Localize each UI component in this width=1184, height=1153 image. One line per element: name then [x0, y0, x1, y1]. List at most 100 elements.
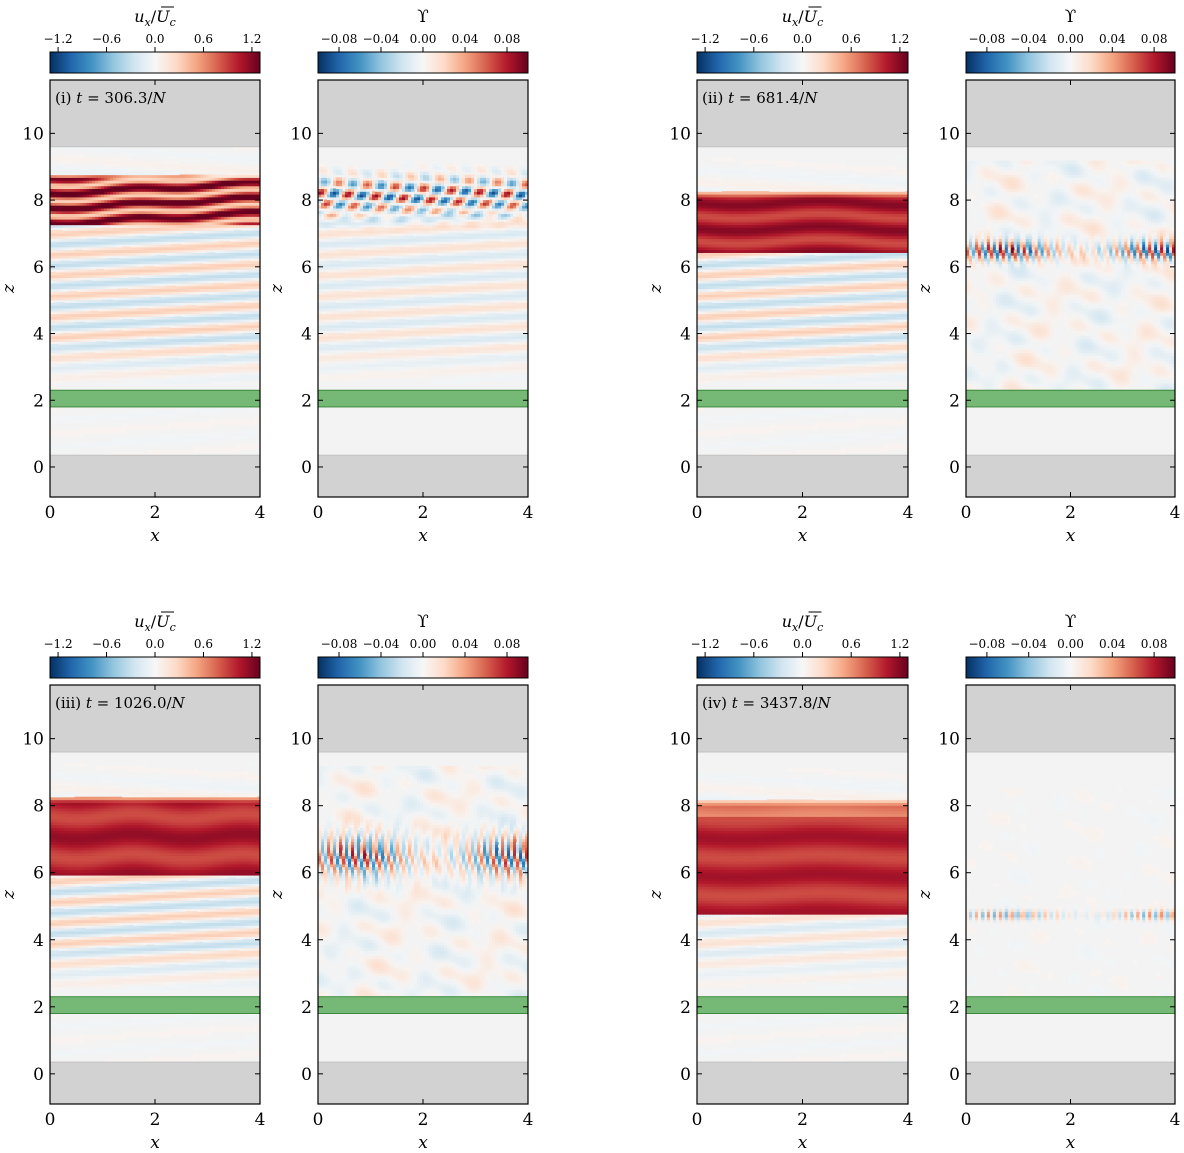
- label-slash: /: [151, 7, 157, 26]
- panel-eq: =: [738, 694, 760, 712]
- velocity-colorbar-tick-label: 0.0: [793, 637, 812, 651]
- y-tick-label: 4: [301, 931, 312, 951]
- x-axis-label: x: [1066, 526, 1076, 546]
- upsilon-colorbar-tick-label: 0.00: [1057, 637, 1084, 651]
- velocity-field-heatmap: [697, 80, 908, 497]
- label-slash: /: [798, 7, 804, 26]
- label-den: U: [804, 7, 818, 26]
- velocity-colorbar-tick-label: −1.2: [691, 637, 720, 651]
- y-tick-label: 10: [22, 730, 44, 750]
- velocity-colorbar-tick-label: −0.6: [739, 637, 768, 651]
- y-tick-label: 10: [938, 730, 960, 750]
- panel-time-value: 1026.0: [114, 694, 167, 712]
- forcing-band: [966, 389, 1175, 408]
- y-tick-label: 2: [949, 998, 960, 1018]
- y-tick-label: 10: [290, 124, 312, 144]
- bottom-sponge-region: [966, 1062, 1175, 1104]
- bottom-sponge-region: [697, 1062, 908, 1104]
- x-tick-label: 4: [255, 1110, 266, 1130]
- x-axis-label: x: [418, 1133, 428, 1153]
- velocity-colorbar-tick-label: 0.6: [194, 637, 213, 651]
- x-axis-label: x: [1066, 1133, 1076, 1153]
- y-axis-label: z: [646, 283, 666, 294]
- upsilon-field-heatmap: [966, 80, 1175, 497]
- label-slash: /: [798, 612, 804, 631]
- top-sponge-region: [697, 80, 908, 147]
- y-tick-label: 8: [680, 191, 691, 211]
- x-tick-label: 0: [692, 503, 703, 523]
- velocity-field-heatmap: [50, 80, 260, 497]
- upsilon-colorbar-tick-label: 0.08: [494, 637, 521, 651]
- y-tick-label: 6: [33, 864, 44, 884]
- panel-eq: =: [82, 89, 104, 107]
- x-axis-label: x: [150, 526, 160, 546]
- label-den: U: [804, 612, 818, 631]
- velocity-colorbar-bar: [49, 656, 261, 679]
- panel-ii: −1.2 −0.6 0.0 0.6 1.2ux/Uc−0.08 −0.04 0.00 0.04…: [646, 6, 1180, 546]
- label-sub: x: [145, 16, 152, 29]
- velocity-colorbar-tick-label: 0.0: [793, 32, 812, 46]
- label-main: u: [782, 7, 792, 26]
- x-tick-label: 4: [523, 503, 534, 523]
- y-axis-label: z: [646, 889, 666, 900]
- velocity-field-axes: 0 2 4 6 8 10 0 2 4 x z (ii) t = 681.4/N: [646, 79, 913, 546]
- upsilon-field-heatmap: [318, 80, 528, 497]
- panel-t: t: [727, 694, 739, 712]
- label-main: u: [134, 7, 144, 26]
- upsilon-colorbar-tick-label: 0.08: [1141, 637, 1168, 651]
- upsilon-colorbar-bar: [317, 656, 529, 679]
- velocity-colorbar: −1.2 −0.6 0.0 0.6 1.2 ux/Uc: [44, 611, 261, 679]
- x-tick-label: 2: [1065, 503, 1076, 523]
- upsilon-colorbar-label: ϒ: [1065, 612, 1077, 632]
- x-tick-label: 4: [903, 1110, 914, 1130]
- y-tick-label: 6: [301, 864, 312, 884]
- panel-slash: /: [167, 694, 173, 712]
- y-tick-label: 0: [949, 458, 960, 478]
- upsilon-colorbar-tick-label: −0.04: [363, 637, 400, 651]
- x-tick-label: 0: [313, 503, 324, 523]
- panel-N: N: [151, 89, 166, 107]
- velocity-colorbar-label: ux/Uc: [782, 7, 824, 29]
- top-sponge-region: [966, 685, 1175, 753]
- upsilon-colorbar: −0.08 −0.04 0.00 0.04 0.08 ϒ: [965, 7, 1176, 74]
- upsilon-colorbar-bar: [317, 51, 529, 74]
- label-den: U: [156, 7, 170, 26]
- panel-time-label: (ii) t = 681.4/N: [702, 89, 818, 107]
- panel-iv: −1.2 −0.6 0.0 0.6 1.2ux/Uc−0.08 −0.04 0.00 0.04…: [646, 611, 1181, 1153]
- y-tick-label: 6: [301, 258, 312, 278]
- upsilon-colorbar-tick-label: −0.08: [969, 637, 1006, 651]
- upsilon-colorbar-tick-label: −0.04: [363, 32, 400, 46]
- bottom-sponge-region: [318, 1062, 528, 1104]
- upsilon-colorbar: −0.08 −0.04 0.00 0.04 0.08 ϒ: [965, 612, 1176, 679]
- y-axis-label: z: [915, 889, 935, 900]
- panel-eq: =: [92, 694, 114, 712]
- velocity-field-heatmap: [697, 685, 908, 1104]
- y-tick-label: 6: [33, 258, 44, 278]
- panel-slash: /: [147, 89, 153, 107]
- x-tick-label: 4: [1170, 1110, 1181, 1130]
- panel-prefix: (iii): [55, 694, 81, 712]
- velocity-colorbar-bar: [696, 51, 909, 74]
- y-tick-label: 8: [33, 797, 44, 817]
- y-tick-label: 4: [949, 325, 960, 345]
- upsilon-colorbar: −0.08 −0.04 0.00 0.04 0.08 ϒ: [317, 7, 529, 74]
- velocity-colorbar-label: ux/Uc: [782, 612, 824, 634]
- upsilon-field-axes: 0 2 4 6 8 10 0 2 4 x z: [267, 79, 534, 546]
- y-tick-label: 8: [949, 191, 960, 211]
- forcing-band: [50, 389, 260, 408]
- upsilon-field-axes: 0 2 4 6 8 10 0 2 4 x z: [267, 684, 533, 1153]
- x-axis-label: x: [798, 1133, 808, 1153]
- velocity-colorbar-tick-label: 0.6: [842, 637, 861, 651]
- y-tick-label: 2: [680, 391, 691, 411]
- velocity-colorbar-tick-label: 1.2: [242, 637, 261, 651]
- panel-t: t: [723, 89, 735, 107]
- velocity-field-heatmap: [50, 685, 260, 1104]
- upsilon-colorbar-tick-label: 0.04: [1099, 32, 1126, 46]
- y-tick-label: 2: [33, 391, 44, 411]
- velocity-field-axes: 0 2 4 6 8 10 0 2 4 x z (iii) t = 1026.0/N: [0, 684, 266, 1153]
- velocity-colorbar: −1.2 −0.6 0.0 0.6 1.2 ux/Uc: [44, 6, 261, 74]
- y-tick-label: 4: [33, 325, 44, 345]
- x-tick-label: 0: [961, 503, 972, 523]
- velocity-colorbar-tick-label: 1.2: [890, 32, 909, 46]
- upsilon-colorbar-tick-label: 0.08: [494, 32, 521, 46]
